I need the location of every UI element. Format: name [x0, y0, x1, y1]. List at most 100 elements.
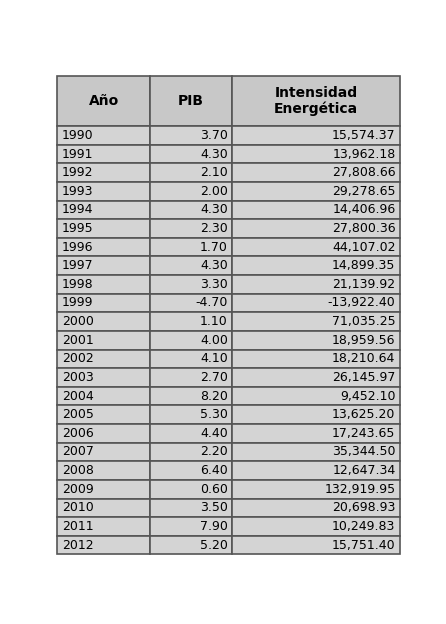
Bar [58, 238, 150, 256]
Text: 20,698.93: 20,698.93 [332, 501, 396, 514]
Bar [232, 126, 400, 145]
Text: 4.30: 4.30 [200, 259, 228, 272]
Bar [58, 312, 150, 331]
Bar [58, 517, 150, 536]
Bar [58, 406, 150, 424]
Bar [232, 294, 400, 312]
Text: 2009: 2009 [62, 483, 93, 495]
Bar [150, 219, 232, 238]
Text: 4.30: 4.30 [200, 203, 228, 217]
Text: 8.20: 8.20 [200, 389, 228, 402]
Text: 2010: 2010 [62, 501, 93, 514]
Bar [150, 499, 232, 517]
Bar [150, 424, 232, 442]
Text: 26,145.97: 26,145.97 [332, 371, 396, 384]
Bar [232, 499, 400, 517]
Text: 2004: 2004 [62, 389, 93, 402]
Text: 1991: 1991 [62, 147, 93, 160]
Text: 4.10: 4.10 [200, 353, 228, 366]
Bar [58, 331, 150, 349]
Bar [58, 536, 150, 554]
Text: 2005: 2005 [62, 408, 94, 421]
Text: 13,962.18: 13,962.18 [332, 147, 396, 160]
Bar [232, 182, 400, 200]
Text: 15,574.37: 15,574.37 [332, 129, 396, 142]
Bar [58, 126, 150, 145]
Text: 71,035.25: 71,035.25 [332, 315, 396, 328]
Bar [58, 387, 150, 406]
Text: 2003: 2003 [62, 371, 93, 384]
Text: 12,647.34: 12,647.34 [332, 464, 396, 477]
Text: 0.60: 0.60 [200, 483, 228, 495]
Bar [150, 312, 232, 331]
Bar [232, 219, 400, 238]
Text: 10,249.83: 10,249.83 [332, 520, 396, 533]
Bar [58, 294, 150, 312]
Bar [150, 480, 232, 499]
Text: 1990: 1990 [62, 129, 93, 142]
Bar [232, 331, 400, 349]
Bar [150, 387, 232, 406]
Bar [232, 442, 400, 461]
Text: 5.30: 5.30 [200, 408, 228, 421]
Bar [58, 76, 150, 126]
Text: 1998: 1998 [62, 278, 93, 291]
Bar [232, 536, 400, 554]
Bar [58, 442, 150, 461]
Text: 13,625.20: 13,625.20 [332, 408, 396, 421]
Text: 2.70: 2.70 [200, 371, 228, 384]
Text: 9,452.10: 9,452.10 [340, 389, 396, 402]
Bar [58, 182, 150, 200]
Bar [232, 200, 400, 219]
Bar [150, 536, 232, 554]
Bar [232, 312, 400, 331]
Bar [232, 145, 400, 163]
Bar [150, 349, 232, 368]
Text: 132,919.95: 132,919.95 [324, 483, 396, 495]
Bar [150, 517, 232, 536]
Text: Año: Año [89, 94, 119, 108]
Text: 14,406.96: 14,406.96 [332, 203, 396, 217]
Bar [150, 331, 232, 349]
Text: 2000: 2000 [62, 315, 94, 328]
Bar [150, 368, 232, 387]
Text: 27,800.36: 27,800.36 [332, 222, 396, 235]
Text: 1997: 1997 [62, 259, 93, 272]
Text: -13,922.40: -13,922.40 [328, 296, 396, 310]
Bar [232, 238, 400, 256]
Bar [150, 275, 232, 294]
Text: 1.10: 1.10 [200, 315, 228, 328]
Text: 2001: 2001 [62, 334, 93, 347]
Text: 7.90: 7.90 [200, 520, 228, 533]
Bar [58, 349, 150, 368]
Text: 2006: 2006 [62, 427, 93, 440]
Text: 2.20: 2.20 [200, 446, 228, 459]
Text: PIB: PIB [178, 94, 204, 108]
Bar [58, 200, 150, 219]
Bar [58, 461, 150, 480]
Text: 2.00: 2.00 [200, 185, 228, 198]
Bar [150, 442, 232, 461]
Text: 17,243.65: 17,243.65 [332, 427, 396, 440]
Text: 1.70: 1.70 [200, 241, 228, 253]
Text: 21,139.92: 21,139.92 [332, 278, 396, 291]
Text: 29,278.65: 29,278.65 [332, 185, 396, 198]
Text: 2002: 2002 [62, 353, 93, 366]
Bar [232, 517, 400, 536]
Text: 27,808.66: 27,808.66 [332, 166, 396, 179]
Text: 6.40: 6.40 [200, 464, 228, 477]
Text: 18,210.64: 18,210.64 [332, 353, 396, 366]
Text: Intensidad
Energética: Intensidad Energética [274, 85, 358, 116]
Bar [58, 499, 150, 517]
Bar [150, 145, 232, 163]
Bar [232, 76, 400, 126]
Text: 1993: 1993 [62, 185, 93, 198]
Text: 4.00: 4.00 [200, 334, 228, 347]
Text: 15,751.40: 15,751.40 [332, 539, 396, 552]
Bar [232, 349, 400, 368]
Bar [58, 145, 150, 163]
Bar [58, 163, 150, 182]
Bar [150, 256, 232, 275]
Text: 3.50: 3.50 [200, 501, 228, 514]
Bar [232, 163, 400, 182]
